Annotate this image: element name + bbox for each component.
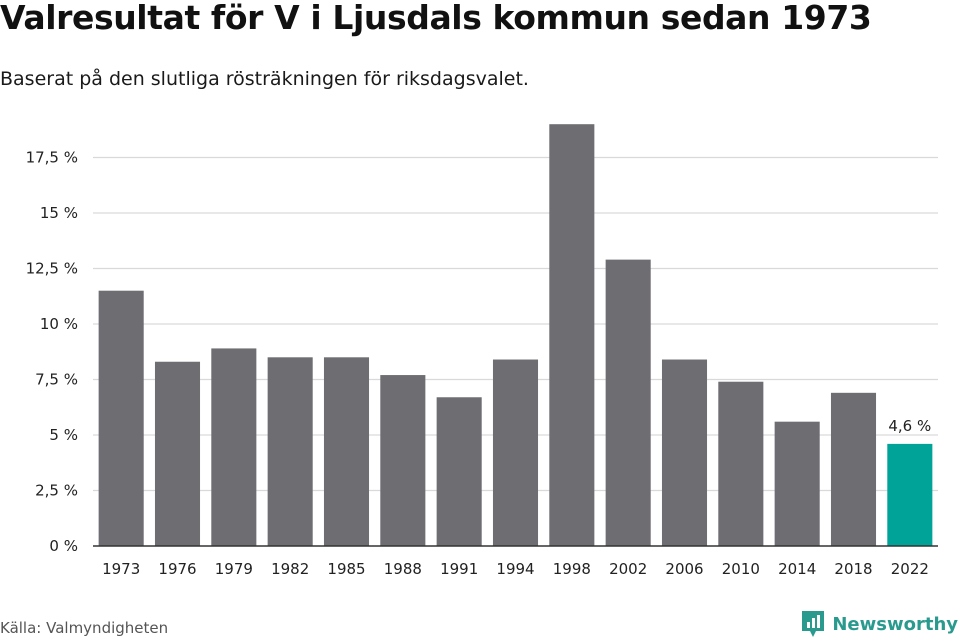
bar-1982 [267,357,313,546]
bar-2022 [887,443,933,546]
bar-2010 [718,381,764,546]
x-tick-label: 1998 [553,560,591,578]
x-tick-label: 1991 [440,560,478,578]
y-tick-label: 7,5 % [35,371,78,389]
newsworthy-logo-icon [802,611,825,637]
bar-1994 [492,359,539,546]
x-tick-label: 2002 [609,560,647,578]
y-tick-label: 10 % [40,315,78,333]
chart-subtitle: Baserat på den slutliga rösträkningen fö… [0,68,529,90]
x-tick-label: 2022 [891,560,929,578]
bar-2014 [774,421,820,546]
bar-1985 [323,357,370,546]
chart-title: Valresultat för V i Ljusdals kommun seda… [0,0,872,37]
y-tick-label: 5 % [49,426,78,444]
brand-logo: Newsworthy [800,609,958,639]
x-tick-label: 2006 [665,560,703,578]
y-tick-label: 17,5 % [26,149,78,167]
x-tick-label: 1979 [215,560,253,578]
x-tick-label: 2018 [834,560,872,578]
bars [98,124,933,546]
y-tick-label: 15 % [40,204,78,222]
x-axis-labels: 1973 1976 1979 1982 1985 1988 1991 1994 1998 2002… [102,560,929,578]
x-tick-label: 1982 [271,560,309,578]
x-tick-label: 2010 [722,560,760,578]
x-tick-label: 1976 [158,560,196,578]
x-tick-label: 1988 [384,560,422,578]
bar-1998 [549,124,595,546]
bar-2018 [830,392,877,546]
bar-1991 [436,397,482,546]
y-tick-label: 0 % [49,537,78,555]
x-tick-label: 1985 [327,560,365,578]
y-tick-label: 2,5 % [35,482,78,500]
x-tick-label: 1994 [496,560,534,578]
brand-name: Newsworthy [832,613,958,635]
source-note: Källa: Valmyndigheten [0,619,169,637]
bar-1979 [211,348,257,546]
bar-1973 [98,290,144,546]
x-tick-label: 1973 [102,560,140,578]
bar-chart: 0 % 2,5 % 5 % 7,5 % 10 % 12,5 % 15 % 17,5 % 197… [26,124,938,578]
bar-2002 [605,259,651,546]
bar-1988 [380,375,426,546]
data-label-2022: 4,6 % [888,417,931,435]
x-tick-label: 2014 [778,560,816,578]
y-axis-labels: 0 % 2,5 % 5 % 7,5 % 10 % 12,5 % 15 % 17,5 % [26,149,78,556]
y-tick-label: 12,5 % [26,260,78,278]
bar-2006 [661,359,708,546]
bar-1976 [154,361,201,546]
data-labels: 4,6 % [888,417,931,435]
